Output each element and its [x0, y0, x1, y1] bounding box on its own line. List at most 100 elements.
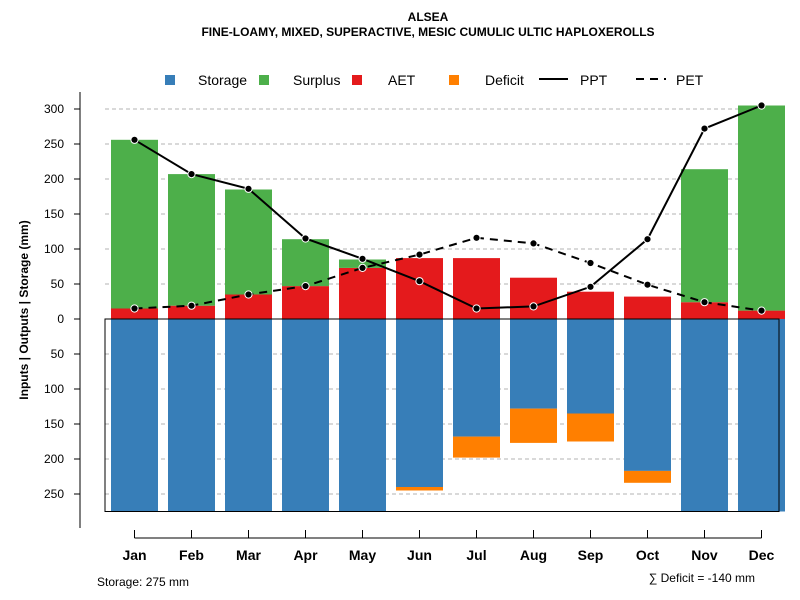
x-tick-label-mar: Mar [236, 547, 261, 563]
storage-footnote: Storage: 275 mm [97, 575, 189, 589]
x-tick-label-oct: Oct [636, 547, 660, 563]
pet-point-mar [244, 290, 253, 299]
pet-point-apr [301, 282, 310, 291]
legend-swatch-surplus [259, 75, 269, 85]
ppt-point-nov [700, 124, 709, 133]
y-tick-label-200: 200 [44, 172, 64, 186]
x-tick-label-jan: Jan [122, 547, 146, 563]
aet-bar-sep [567, 291, 614, 319]
x-tick-label-dec: Dec [749, 547, 775, 563]
storage-bar-jan [111, 319, 158, 512]
deficit-bar-jul [453, 436, 500, 458]
aet-bar-aug [510, 277, 557, 319]
pet-line [134, 236, 762, 312]
y-tick-label-50: 50 [51, 277, 65, 291]
series-lines [130, 101, 766, 315]
ppt-point-aug [529, 302, 538, 311]
legend: Storage Surplus AET Deficit PPT PET [165, 72, 704, 88]
y-tick-label-neg250: 250 [44, 487, 64, 501]
x-tick-label-may: May [349, 547, 376, 563]
storage-bar-feb [168, 319, 215, 512]
y-tick-label-0: 0 [57, 312, 64, 326]
aet-bar-jan [111, 308, 158, 319]
x-tick-label-feb: Feb [179, 547, 204, 563]
storage-bar-may [339, 319, 386, 512]
storage-bar-dec [738, 319, 785, 512]
pet-point-jan [130, 304, 139, 313]
y-tick-label-neg150: 150 [44, 417, 64, 431]
legend-swatch-deficit [449, 75, 459, 85]
storage-bar-apr [282, 319, 329, 512]
surplus-bar-dec [738, 105, 785, 311]
y-axis-label: Inputs | Outputs | Storage (mm) [17, 220, 31, 399]
surplus-bar-mar [225, 189, 272, 295]
storage-bar-jul [453, 319, 500, 437]
ppt-point-oct [643, 235, 652, 244]
deficit-bar-oct [624, 470, 671, 483]
x-tick-label-jun: Jun [407, 547, 432, 563]
ppt-point-dec [757, 101, 766, 110]
deficit-bar-jun [396, 487, 443, 491]
y-tick-label-neg200: 200 [44, 452, 64, 466]
y-tick-label-250: 250 [44, 137, 64, 151]
surplus-bar-may [339, 259, 386, 268]
surplus-bar-apr [282, 239, 329, 287]
legend-swatch-storage [165, 75, 175, 85]
pet-point-feb [187, 301, 196, 310]
y-tick-label-150: 150 [44, 207, 64, 221]
storage-bar-sep [567, 319, 614, 414]
deficit-bar-aug [510, 408, 557, 443]
ppt-point-feb [187, 170, 196, 179]
legend-label-pet: PET [676, 72, 704, 88]
ppt-line [133, 104, 762, 310]
aet-bar-dec [738, 310, 785, 319]
surplus-bar-nov [681, 169, 728, 303]
y-tick-label-neg50: 50 [51, 347, 65, 361]
legend-label-ppt: PPT [580, 72, 608, 88]
pet-point-sep [586, 258, 595, 268]
legend-label-surplus: Surplus [293, 72, 340, 88]
aet-bar-feb [168, 305, 215, 319]
ppt-point-apr [301, 234, 310, 243]
ppt-point-jan [130, 135, 139, 144]
surplus-bar-feb [168, 174, 215, 306]
aet-bar-nov [681, 302, 728, 319]
x-tick-label-apr: Apr [293, 547, 318, 563]
y-tick-label-neg100: 100 [44, 382, 64, 396]
aet-bar-apr [282, 286, 329, 319]
ppt-point-jul [472, 304, 481, 313]
aet-bar-oct [624, 296, 671, 319]
bars [111, 105, 785, 512]
chart-title: ALSEA [408, 10, 449, 24]
storage-bar-mar [225, 319, 272, 512]
storage-bar-aug [510, 319, 557, 409]
pet-point-jul [472, 233, 481, 242]
y-tick-label-300: 300 [44, 102, 64, 116]
storage-bar-jun [396, 319, 443, 487]
x-tick-label-sep: Sep [578, 547, 604, 563]
pet-point-oct [643, 280, 652, 289]
surplus-bar-jan [111, 139, 158, 309]
x-tick-label-aug: Aug [520, 547, 547, 563]
pet-point-aug [529, 239, 538, 248]
deficit-footnote: ∑ Deficit = -140 mm [649, 571, 755, 585]
axes: 300 250 200 150 100 50 0 50 100 150 200 250 Jan Feb Ma… [44, 92, 780, 563]
storage-bar-nov [681, 319, 728, 512]
pet-point-dec [757, 306, 766, 315]
x-tick-label-nov: Nov [691, 547, 718, 563]
ppt-point-jun [415, 277, 424, 286]
ppt-point-may [358, 254, 367, 263]
pet-point-jun [415, 250, 424, 259]
storage-capacity-box [104, 318, 780, 512]
legend-label-deficit: Deficit [485, 72, 524, 88]
pet-point-nov [700, 298, 709, 307]
storage-bar-oct [624, 319, 671, 471]
ppt-point-mar [244, 184, 253, 193]
y-tick-label-100: 100 [44, 242, 64, 256]
legend-label-storage: Storage [198, 72, 247, 88]
aet-bar-may [339, 267, 386, 319]
deficit-bar-sep [567, 413, 614, 442]
x-tick-label-jul: Jul [466, 547, 486, 563]
legend-label-aet: AET [388, 72, 416, 88]
